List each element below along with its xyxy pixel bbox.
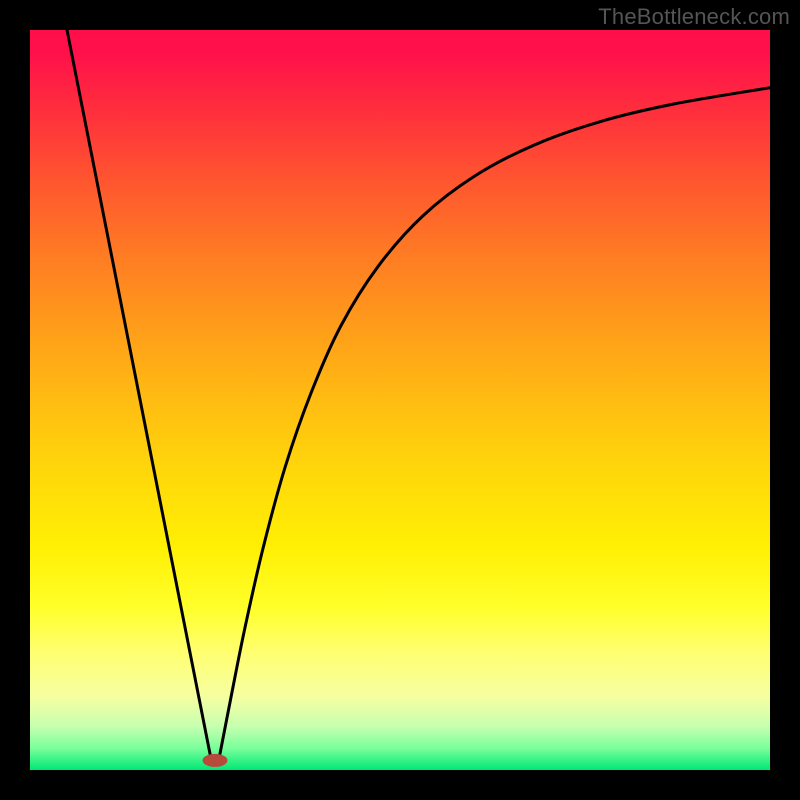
watermark-text: TheBottleneck.com — [598, 4, 790, 30]
chart-svg — [30, 30, 770, 770]
plot-area — [30, 30, 770, 770]
chart-frame: TheBottleneck.com — [0, 0, 800, 800]
minimum-marker — [203, 754, 227, 766]
